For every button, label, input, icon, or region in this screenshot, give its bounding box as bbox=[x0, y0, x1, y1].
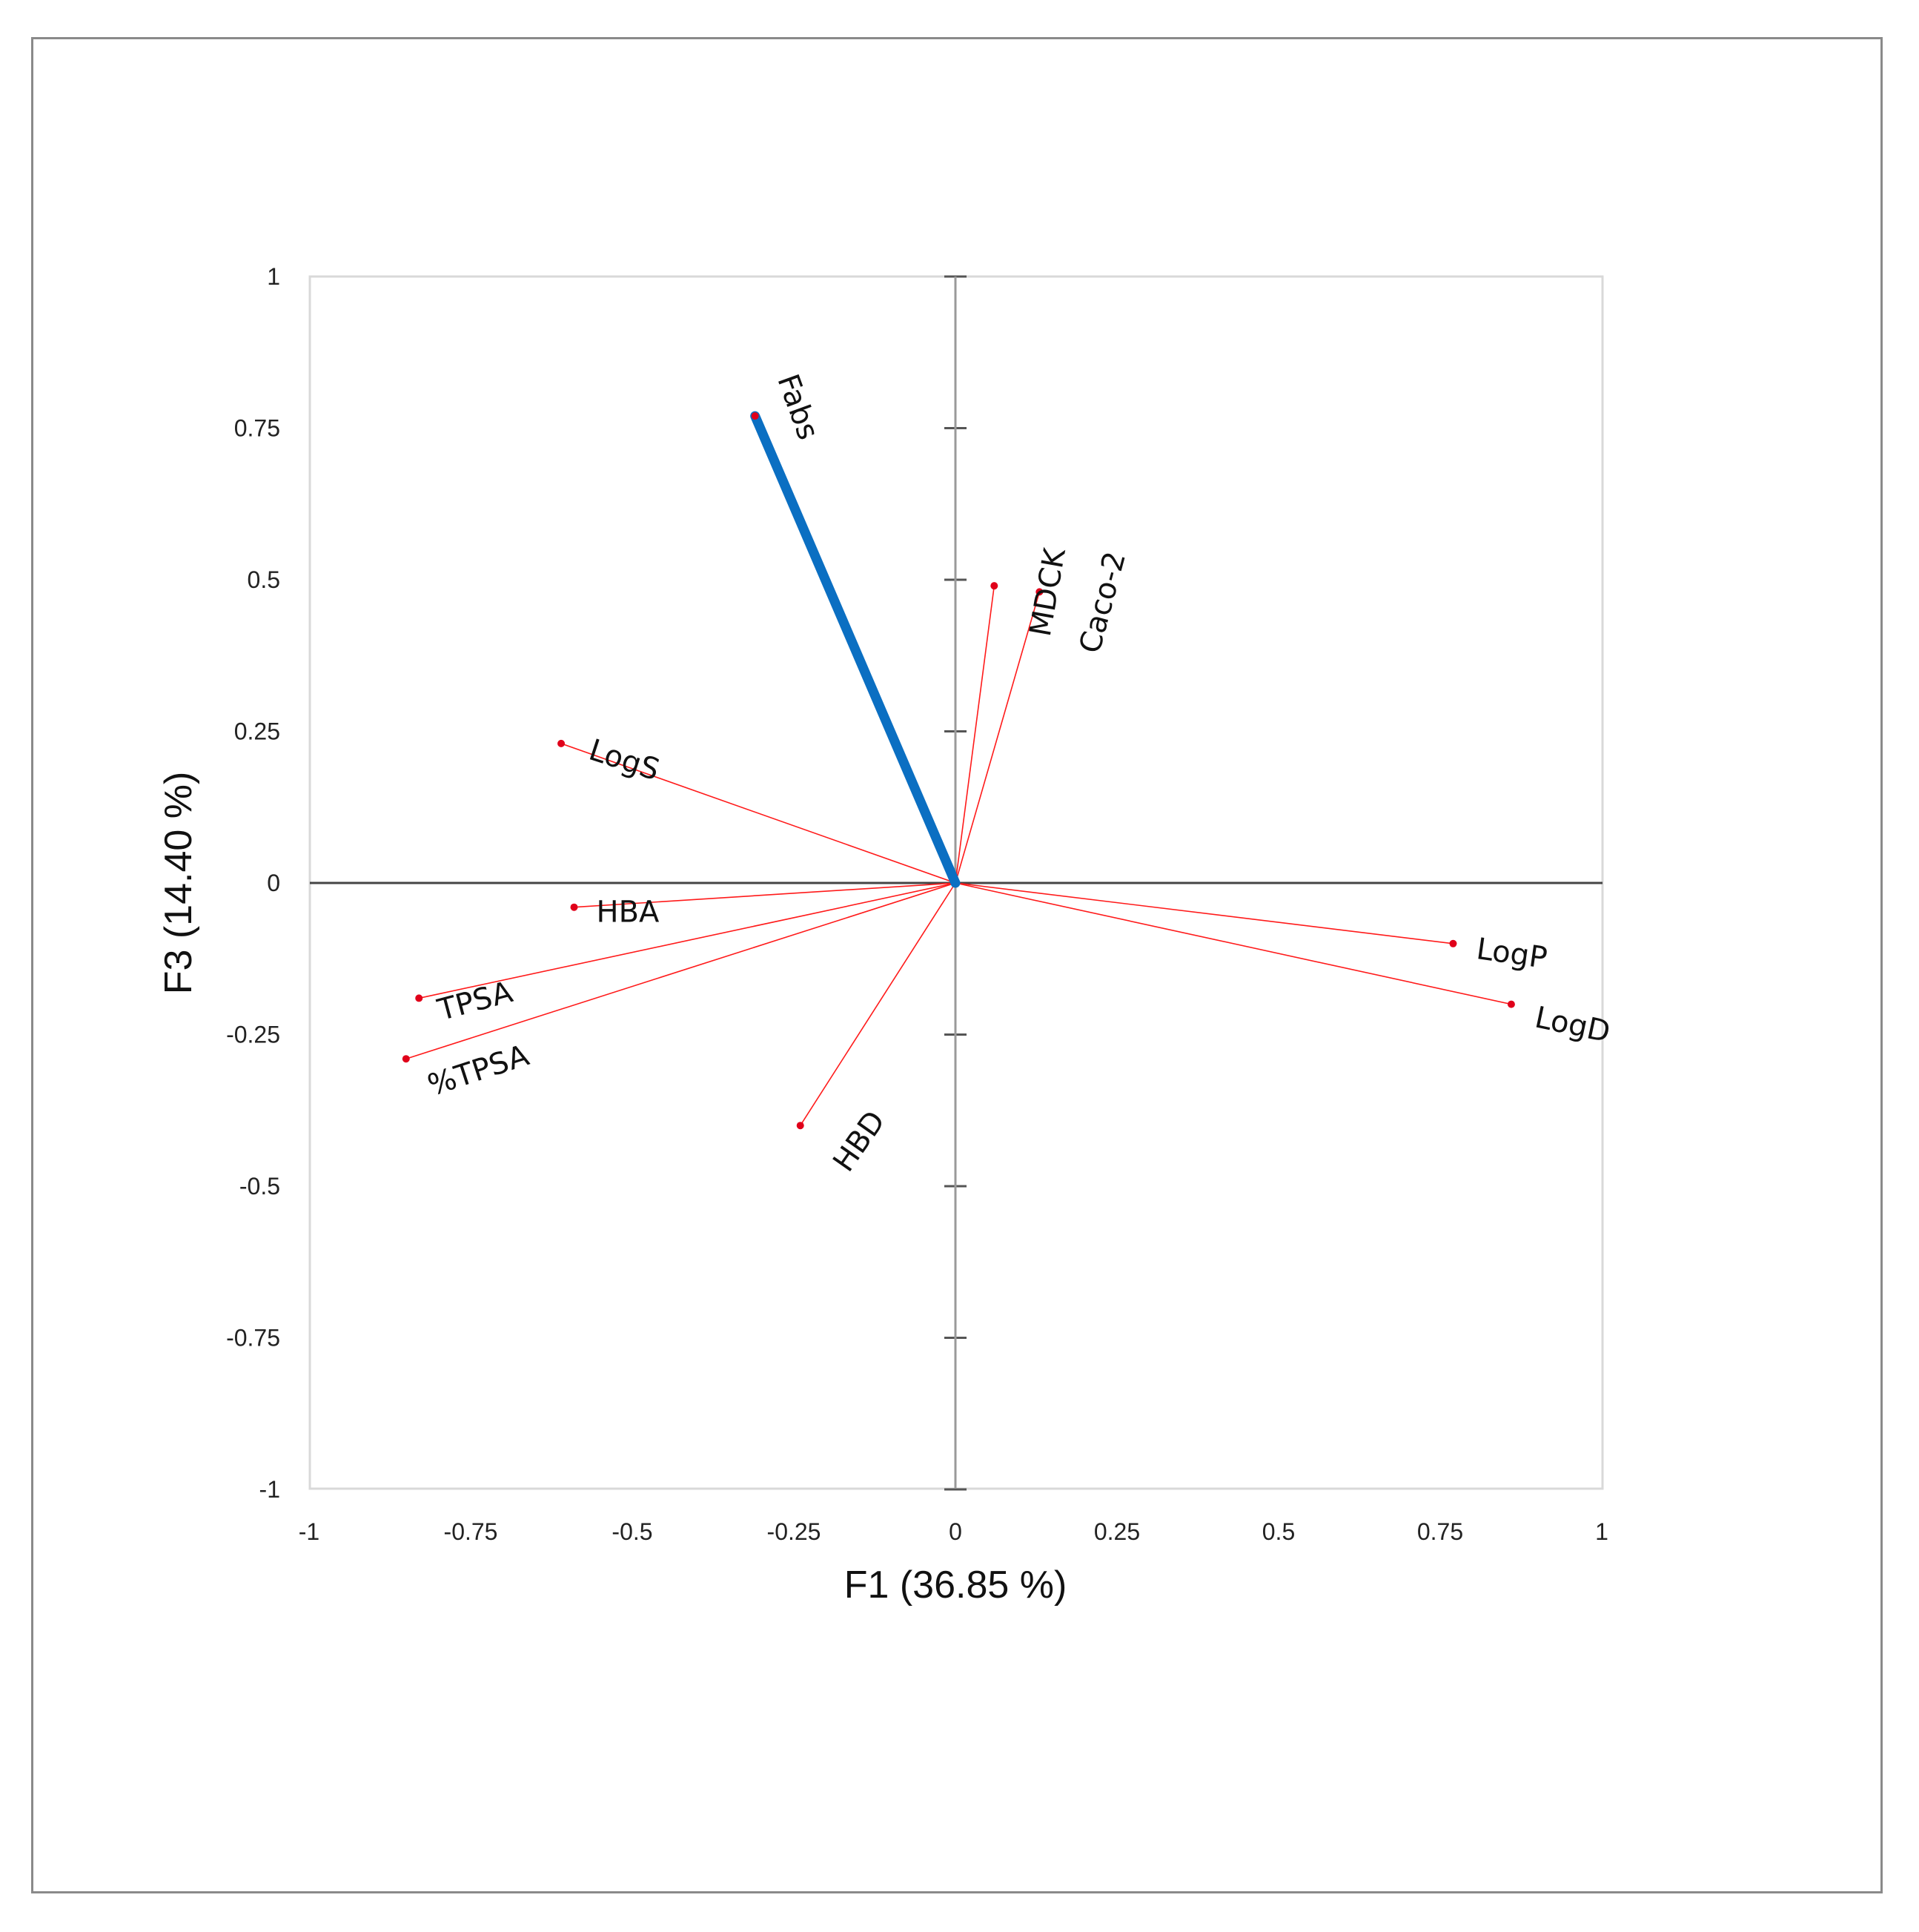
x-tick-label: 0.5 bbox=[1262, 1518, 1295, 1545]
vector-logd bbox=[955, 882, 1512, 1005]
y-tick-label: 0.25 bbox=[234, 718, 280, 745]
x-tick-label: -0.5 bbox=[612, 1518, 652, 1545]
x-tick-label: -0.75 bbox=[444, 1518, 498, 1545]
y-tick-label: -0.75 bbox=[226, 1325, 280, 1352]
y-tick-label: 0.5 bbox=[248, 566, 280, 593]
x-tick-label: 0 bbox=[949, 1518, 962, 1545]
vector-tpsa bbox=[419, 882, 956, 999]
y-tick-label: 0.75 bbox=[234, 415, 280, 442]
vector-endpoint-marker bbox=[415, 994, 423, 1002]
x-tick-label: -1 bbox=[299, 1518, 319, 1545]
y-tick-label: -1 bbox=[259, 1476, 280, 1503]
vector-caco-2 bbox=[955, 592, 1041, 884]
vector-label: HBA bbox=[597, 896, 660, 930]
x-axis-title: F1 (36.85 %) bbox=[844, 1564, 1067, 1607]
vector-logs bbox=[560, 743, 956, 884]
vector--tpsa bbox=[405, 882, 956, 1059]
y-tick-label: 1 bbox=[267, 263, 280, 290]
vector-endpoint-marker bbox=[402, 1055, 410, 1063]
x-tick-label: -0.25 bbox=[767, 1518, 821, 1545]
vector-endpoint-marker bbox=[990, 582, 998, 590]
x-tick-label: 0.75 bbox=[1417, 1518, 1463, 1545]
vector-logp bbox=[955, 882, 1454, 945]
y-tick-label: -0.5 bbox=[239, 1173, 280, 1200]
y-tick-label: 0 bbox=[267, 870, 280, 896]
vector-endpoint-marker bbox=[1507, 1000, 1515, 1008]
vector-endpoint-marker bbox=[1035, 588, 1044, 596]
vector-hbd bbox=[800, 882, 956, 1126]
vector-endpoint-marker bbox=[570, 903, 578, 911]
vector-fabs bbox=[750, 411, 961, 888]
vector-mdck bbox=[955, 586, 995, 884]
y-axis-title: F3 (14.40 %) bbox=[157, 772, 200, 995]
y-tick-label: -0.25 bbox=[226, 1022, 280, 1048]
x-tick-label: 1 bbox=[1595, 1518, 1608, 1545]
vector-endpoint-marker bbox=[557, 739, 566, 747]
x-tick-label: 0.25 bbox=[1094, 1518, 1140, 1545]
loading-vectors bbox=[402, 411, 1515, 1130]
vector-endpoint-marker bbox=[1449, 939, 1457, 947]
axis-ticks: 1 0.75 0.5 0.25 0 -0.25 -0.5 -0.75 -1 -1 -0.75 -0.5… bbox=[226, 263, 1608, 1545]
vector-endpoint-marker bbox=[751, 412, 759, 420]
figure-frame bbox=[31, 37, 1883, 1893]
vector-hba bbox=[574, 882, 956, 908]
vector-endpoint-marker bbox=[796, 1122, 804, 1130]
